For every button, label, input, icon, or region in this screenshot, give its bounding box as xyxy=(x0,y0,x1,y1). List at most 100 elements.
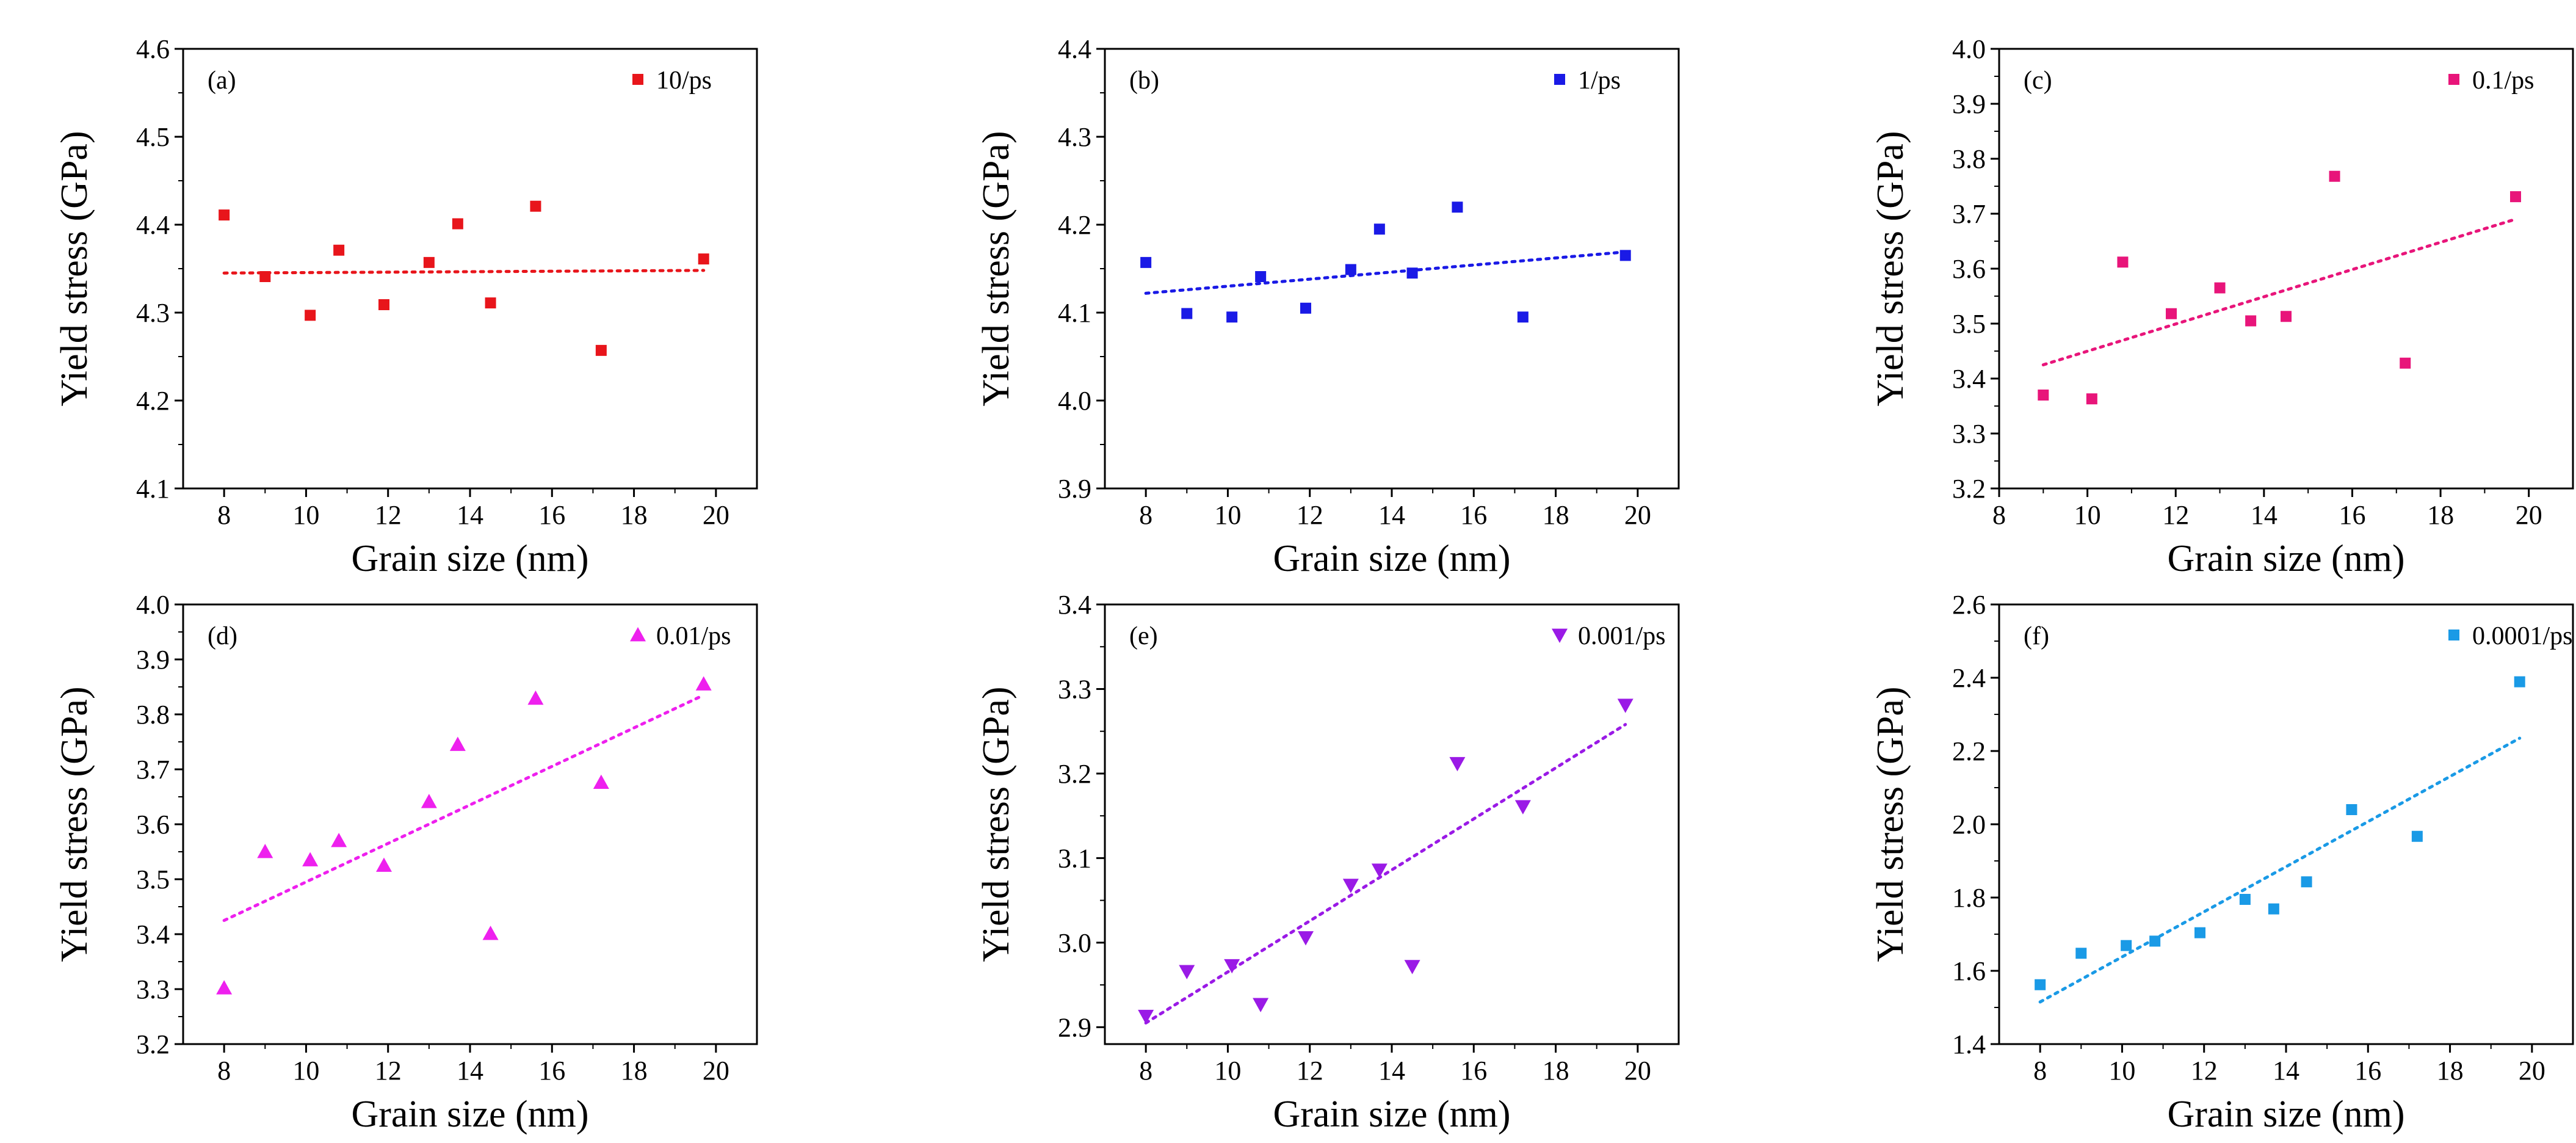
data-point xyxy=(1373,223,1385,235)
x-tick-label: 20 xyxy=(1624,500,1651,530)
x-tick-label: 12 xyxy=(375,500,402,530)
legend-label: 10/ps xyxy=(656,67,712,95)
data-point xyxy=(530,200,541,212)
y-tick-label: 4.0 xyxy=(1952,34,1986,64)
data-point xyxy=(1300,302,1311,314)
y-axis-title: Yield stress (GPa) xyxy=(975,686,1017,962)
y-tick-label: 3.5 xyxy=(1952,309,1986,339)
x-tick-label: 12 xyxy=(1297,1056,1323,1086)
data-point xyxy=(2149,935,2161,947)
data-point xyxy=(527,690,544,705)
trend-line xyxy=(2041,217,2517,366)
y-tick-label: 3.7 xyxy=(1952,199,1986,229)
data-point xyxy=(421,794,437,808)
data-point xyxy=(2121,940,2132,951)
legend-marker xyxy=(1554,74,1565,85)
data-point xyxy=(2346,804,2357,815)
data-point xyxy=(1253,998,1269,1012)
x-tick-label: 8 xyxy=(217,1056,231,1086)
legend-marker xyxy=(1552,628,1568,643)
y-tick-label: 4.2 xyxy=(136,386,170,416)
x-tick-label: 14 xyxy=(457,1056,483,1086)
chart-panel-5: 8 10 12 14 16 18 20 2.9 3.0 3.1 3.2 3.3 3.4 Grain siz… xyxy=(975,590,1680,1135)
y-tick-label: 3.3 xyxy=(1058,674,1091,704)
data-point xyxy=(2075,948,2087,959)
x-axis-title: Grain size (nm) xyxy=(351,1094,588,1135)
data-point xyxy=(1406,267,1418,279)
x-tick-label: 8 xyxy=(217,500,231,530)
data-point xyxy=(1179,965,1195,979)
y-tick-label: 4.4 xyxy=(136,210,170,240)
x-tick-label: 18 xyxy=(2427,500,2454,530)
y-tick-label: 4.0 xyxy=(136,590,170,620)
x-tick-label: 14 xyxy=(1378,500,1405,530)
y-tick-label: 3.0 xyxy=(1058,928,1091,958)
x-tick-label: 18 xyxy=(2437,1056,2464,1086)
y-tick-label: 3.2 xyxy=(1058,759,1091,789)
x-axis-title: Grain size (nm) xyxy=(1273,1094,1510,1135)
x-tick-label: 12 xyxy=(2162,500,2189,530)
x-tick-label: 10 xyxy=(292,500,319,530)
plot-frame xyxy=(1998,48,2574,490)
panel-label: (b) xyxy=(1129,67,1159,95)
data-point xyxy=(257,844,273,858)
y-tick-label: 3.3 xyxy=(136,974,170,1004)
x-tick-label: 8 xyxy=(1139,500,1152,530)
y-tick-label: 3.5 xyxy=(136,865,170,894)
data-point xyxy=(216,980,233,995)
x-tick-label: 8 xyxy=(2033,1056,2047,1086)
x-tick-label: 18 xyxy=(1543,1056,1569,1086)
data-point xyxy=(593,774,609,789)
data-point xyxy=(2038,390,2049,401)
data-point xyxy=(302,852,319,866)
y-tick-label: 4.2 xyxy=(1058,210,1091,240)
legend-marker xyxy=(632,74,643,85)
plot-frame xyxy=(1104,603,1680,1045)
y-tick-label: 1.4 xyxy=(1952,1029,1986,1059)
data-point xyxy=(1404,960,1420,974)
x-tick-label: 12 xyxy=(2191,1056,2218,1086)
data-point xyxy=(482,926,499,940)
y-tick-label: 2.9 xyxy=(1058,1012,1091,1042)
y-tick-label: 4.1 xyxy=(136,474,170,504)
data-point xyxy=(1371,863,1387,878)
y-tick-label: 4.0 xyxy=(1058,386,1091,416)
data-point xyxy=(2166,308,2177,319)
data-point xyxy=(2194,927,2205,938)
y-tick-label: 2.2 xyxy=(1952,736,1986,766)
x-tick-label: 16 xyxy=(2339,500,2365,530)
data-point xyxy=(259,270,271,282)
legend-label: 0.0001/ps xyxy=(2472,622,2573,650)
data-point xyxy=(1452,201,1463,213)
data-point xyxy=(376,857,392,872)
x-tick-label: 12 xyxy=(1297,500,1323,530)
x-tick-label: 16 xyxy=(538,500,565,530)
data-point xyxy=(698,253,709,265)
x-tick-label: 16 xyxy=(2354,1056,2381,1086)
data-point xyxy=(1342,879,1359,893)
data-point xyxy=(423,256,435,268)
trend-line xyxy=(2038,736,2522,1004)
y-tick-label: 4.3 xyxy=(136,298,170,328)
x-tick-label: 16 xyxy=(1460,1056,1487,1086)
data-point xyxy=(2400,357,2411,369)
x-tick-label: 8 xyxy=(1992,500,2006,530)
data-point xyxy=(331,833,347,847)
data-point xyxy=(2329,170,2340,182)
chart-panel-4: 8 10 12 14 16 18 20 3.2 3.3 3.4 3.5 3.6 3.7 3.8 3.9 4.0… xyxy=(54,590,758,1135)
data-point xyxy=(378,299,389,311)
x-tick-label: 12 xyxy=(375,1056,402,1086)
legend-label: 0.1/ps xyxy=(2472,67,2534,95)
y-axis-title: Yield stress (GPa) xyxy=(1870,686,1911,962)
y-tick-label: 3.9 xyxy=(1058,474,1091,504)
x-tick-label: 18 xyxy=(621,500,648,530)
data-point xyxy=(485,297,496,309)
trend-line xyxy=(1144,723,1627,1025)
y-tick-label: 3.4 xyxy=(1058,590,1091,620)
x-axis-title: Grain size (nm) xyxy=(1273,538,1510,579)
data-point xyxy=(333,244,345,256)
x-axis-title: Grain size (nm) xyxy=(2167,1094,2404,1135)
x-tick-label: 10 xyxy=(2074,500,2101,530)
y-axis-title: Yield stress (GPa) xyxy=(54,686,95,962)
data-point xyxy=(2514,676,2525,688)
